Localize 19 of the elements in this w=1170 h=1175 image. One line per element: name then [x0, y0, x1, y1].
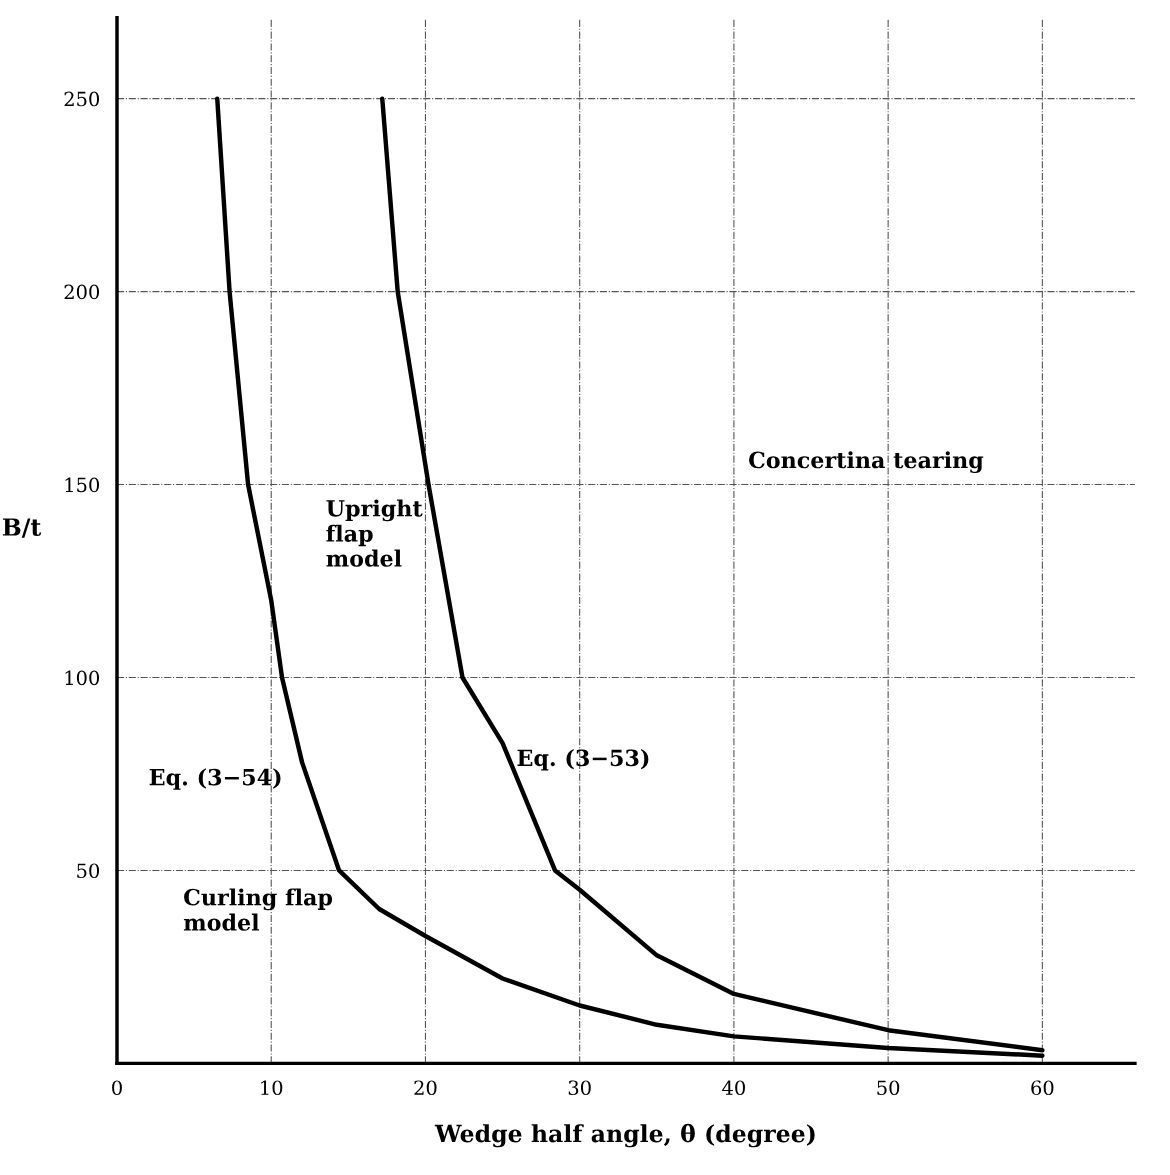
x-tick-label: 20	[414, 1080, 437, 1096]
x-tick-label: 40	[722, 1080, 745, 1096]
y-axis-title: B/t	[2, 518, 42, 538]
y-tick-label: 250	[64, 91, 100, 107]
annotation: Curling flap model	[183, 888, 333, 931]
y-tick-label: 50	[77, 863, 100, 879]
x-axis-title: Wedge half angle, θ (degree)	[434, 1123, 815, 1148]
annotation: Concertina tearing	[749, 451, 984, 473]
series-label: Eq. (3−54)	[149, 768, 281, 790]
x-tick-label: 10	[261, 1080, 283, 1096]
x-tick-label: 60	[1031, 1080, 1054, 1096]
x-tick-label: 0	[112, 1080, 122, 1096]
y-tick-label: 150	[65, 477, 100, 493]
y-tick-label: 200	[64, 284, 100, 300]
x-tick-label: 30	[568, 1080, 591, 1096]
x-tick-label: 50	[877, 1080, 900, 1096]
series-label: Eq. (3−53)	[517, 749, 649, 771]
annotation: Upright flap model	[326, 499, 423, 567]
y-tick-label: 100	[65, 670, 100, 686]
